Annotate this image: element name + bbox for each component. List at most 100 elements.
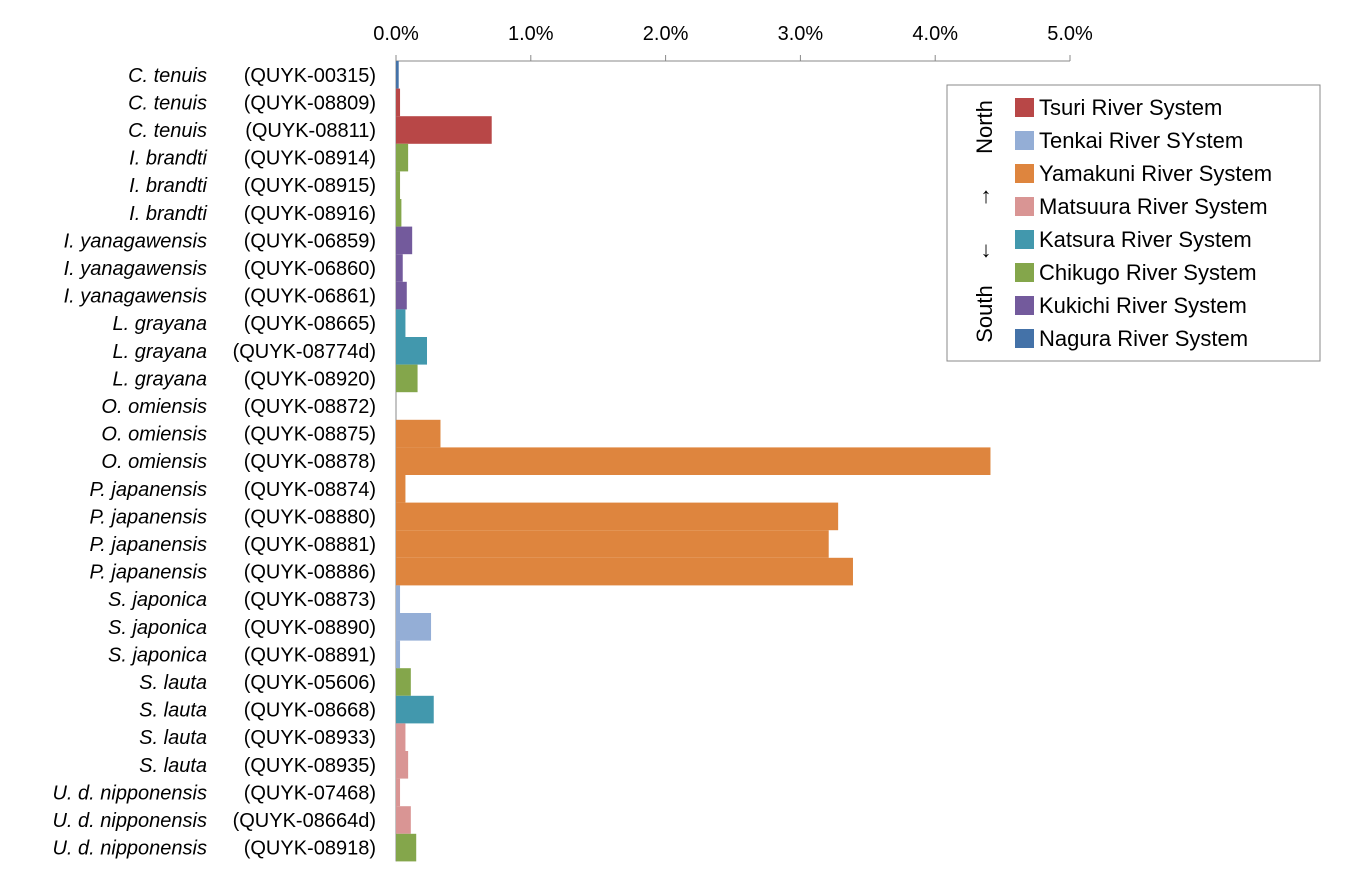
legend-up-arrow: ↑ [981,183,992,208]
bar [396,640,401,669]
x-tick-label: 2.0% [643,23,689,45]
legend: Tsuri River System Tenkai River SYstem Yam… [946,84,1321,362]
species-label: I. brandti [129,175,207,197]
bar [396,281,407,310]
species-label: S. japonica [108,589,207,611]
species-label: S. lauta [139,672,207,694]
specimen-id-label: (QUYK-06861) [244,286,376,308]
legend-label: Yamakuni River System [1039,161,1272,186]
specimen-id-label: (QUYK-08920) [244,368,376,390]
bar [396,447,991,475]
species-label: P. japanensis [90,534,208,556]
legend-swatch [1015,164,1034,183]
bar [396,475,406,503]
specimen-id-label: (QUYK-08874) [244,479,376,501]
species-label: I. brandti [129,203,207,225]
legend-label: Nagura River System [1039,326,1248,351]
specimen-id-label: (QUYK-08774d) [233,341,376,363]
bar [396,833,417,862]
specimen-id-label: (QUYK-06860) [244,258,376,280]
specimen-id-label: (QUYK-08914) [244,148,376,170]
specimen-id-label: (QUYK-08872) [244,396,376,418]
bar [396,309,406,337]
specimen-id-label: (QUYK-08811) [245,120,376,142]
x-tick-label: 3.0% [778,23,824,45]
species-label: O. omiensis [101,396,207,418]
specimen-id-label: (QUYK-08916) [244,203,376,225]
species-label: O. omiensis [101,424,207,446]
specimen-id-label: (QUYK-08918) [244,838,376,860]
specimen-id-label: (QUYK-08878) [244,451,376,473]
legend-swatch [1015,329,1034,348]
legend-down-arrow: ↓ [981,237,992,262]
specimen-id-label: (QUYK-00315) [244,65,376,87]
x-tick-label: 4.0% [912,23,958,45]
legend-label: Kukichi River System [1039,293,1247,318]
species-label: I. yanagawensis [64,286,207,308]
specimen-id-label: (QUYK-08665) [244,313,376,335]
species-label: U. d. nipponensis [52,810,207,832]
bar [396,751,409,779]
specimen-id-label: (QUYK-08664d) [233,810,376,832]
species-label: P. japanensis [90,562,208,584]
legend-swatch [1015,197,1034,216]
legend-label: Chikugo River System [1039,260,1257,285]
bar [396,143,409,172]
specimen-id-label: (QUYK-08915) [244,175,376,197]
species-label: S. lauta [139,727,207,749]
specimen-id-label: (QUYK-08886) [244,562,376,584]
species-label: S. lauta [139,755,207,777]
specimen-id-label: (QUYK-08935) [244,755,376,777]
species-label: I. yanagawensis [64,258,207,280]
bar [396,61,399,89]
bar [396,557,853,586]
species-label: L. grayana [112,368,207,390]
species-label: U. d. nipponensis [52,838,207,860]
bar [396,171,401,199]
bar [396,419,441,448]
legend-label: Matsuura River System [1039,194,1268,219]
species-label: I. yanagawensis [64,230,207,252]
legend-label: Tsuri River System [1039,95,1222,120]
x-tick-label: 0.0% [373,23,419,45]
bar [396,806,411,834]
legend-box [946,84,1321,362]
species-label: C. tenuis [128,92,207,114]
specimen-id-label: (QUYK-08891) [244,644,376,666]
specimen-id-label: (QUYK-07468) [244,782,376,804]
legend-swatch [1015,98,1034,117]
legend-swatch [1015,296,1034,315]
legend-south-label: South [972,285,997,343]
species-label: O. omiensis [101,451,207,473]
specimen-id-label: (QUYK-08873) [244,589,376,611]
bar [396,88,401,117]
specimen-id-label: (QUYK-08890) [244,617,376,639]
species-label: P. japanensis [90,506,208,528]
species-label: I. brandti [129,148,207,170]
bars [396,61,991,862]
bar [396,254,403,282]
bar [396,723,406,751]
bar [396,199,402,227]
bar [396,668,411,696]
species-label: C. tenuis [128,65,207,87]
bar [396,778,401,807]
bar [396,613,432,641]
legend-label: Katsura River System [1039,227,1252,252]
specimen-id-label: (QUYK-08809) [244,92,376,114]
specimen-id-label: (QUYK-08933) [244,727,376,749]
bar [396,364,418,393]
specimen-id-label: (QUYK-06859) [244,230,376,252]
bar [396,530,829,558]
species-label: S. lauta [139,700,207,722]
category-labels: C. tenuis (QUYK-00315) C. tenuis (QUYK-0880… [52,65,376,860]
specimen-id-label: (QUYK-08881) [244,534,376,556]
specimen-id-label: (QUYK-08668) [244,700,376,722]
legend-swatch [1015,263,1034,282]
legend-swatch [1015,230,1034,249]
specimen-id-label: (QUYK-05606) [244,672,376,694]
bar [396,337,428,365]
legend-label: Tenkai River SYstem [1039,128,1243,153]
species-label: U. d. nipponensis [52,782,207,804]
species-label: S. japonica [108,644,207,666]
